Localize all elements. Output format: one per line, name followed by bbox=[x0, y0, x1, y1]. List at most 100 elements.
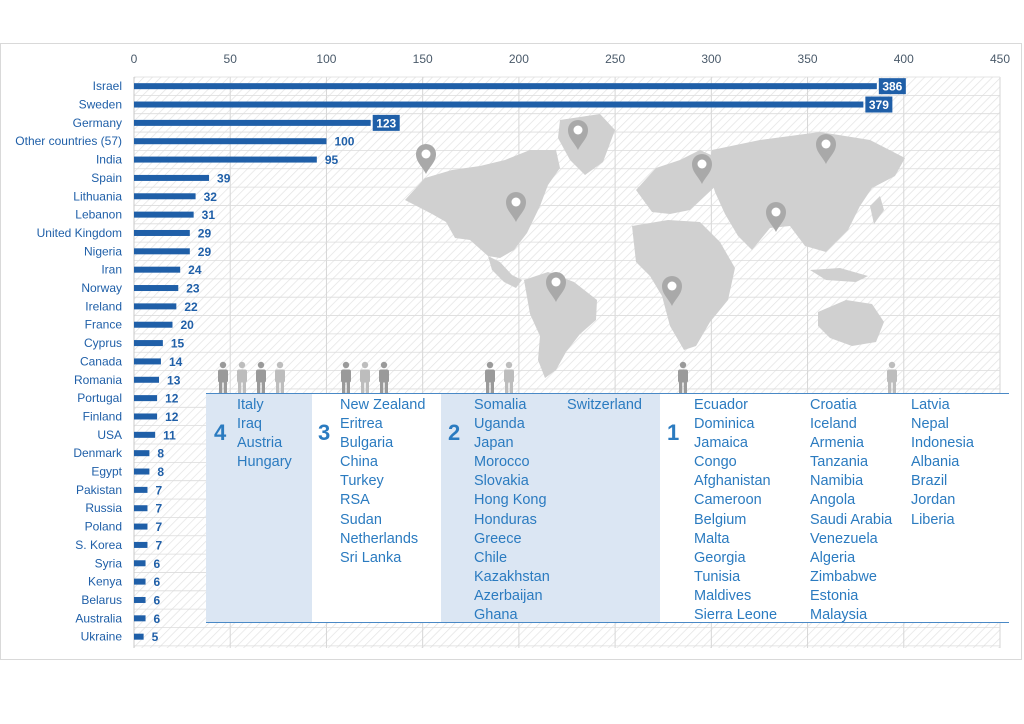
group-band-2 bbox=[441, 394, 660, 622]
location-pin-icon bbox=[568, 120, 588, 150]
country-name: Estonia bbox=[810, 587, 859, 604]
bar bbox=[134, 486, 148, 493]
country-name: Malta bbox=[694, 530, 730, 547]
value-label: 13 bbox=[167, 373, 181, 387]
value-label: 6 bbox=[154, 575, 161, 589]
country-name: New Zealand bbox=[340, 397, 426, 413]
person-icon bbox=[256, 361, 266, 393]
category-label: Canada bbox=[80, 354, 122, 368]
bars bbox=[134, 83, 877, 640]
country-name: Croatia bbox=[810, 397, 857, 413]
category-label: Iran bbox=[101, 263, 122, 277]
country-name: Netherlands bbox=[340, 530, 419, 547]
country-name: Kazakhstan bbox=[474, 568, 550, 585]
x-tick-label: 300 bbox=[701, 52, 721, 66]
location-pins bbox=[416, 120, 836, 306]
value-label: 7 bbox=[155, 483, 162, 497]
value-label: 6 bbox=[154, 557, 161, 571]
x-tick-label: 50 bbox=[224, 52, 238, 66]
person-icon bbox=[678, 361, 688, 393]
country-list: Ecuador Dominica Jamaica Congo Afghanistan Ca… bbox=[694, 396, 777, 625]
x-tick-label: 400 bbox=[894, 52, 914, 66]
value-label: 6 bbox=[154, 593, 161, 607]
value-label: 6 bbox=[154, 612, 161, 626]
groups-bottom-rule bbox=[206, 622, 1009, 623]
group-number: 3 bbox=[318, 420, 331, 445]
country-name: Zimbabwe bbox=[810, 568, 877, 585]
value-label: 14 bbox=[169, 355, 183, 369]
location-pin-icon bbox=[546, 272, 566, 302]
country-name: Turkey bbox=[340, 473, 384, 490]
country-name: Uganda bbox=[474, 416, 525, 433]
north-america-shape bbox=[405, 150, 560, 258]
location-pin-icon bbox=[816, 134, 836, 164]
category-label: Spain bbox=[91, 171, 122, 185]
person-icon bbox=[218, 361, 228, 393]
value-label: 29 bbox=[198, 245, 212, 259]
category-labels: Israel Sweden Germany Other countries (57) I… bbox=[15, 79, 123, 644]
category-label: Israel bbox=[93, 79, 122, 93]
value-label: 23 bbox=[186, 282, 200, 296]
value-label: 22 bbox=[184, 300, 198, 314]
category-label: Kenya bbox=[88, 575, 122, 589]
bar bbox=[134, 541, 148, 548]
country-name: Ghana bbox=[474, 607, 518, 624]
group-number: 2 bbox=[448, 420, 461, 445]
category-label: Ukraine bbox=[81, 630, 123, 644]
value-label: 5 bbox=[152, 630, 159, 644]
country-name: Bulgaria bbox=[340, 435, 394, 452]
group-band-1 bbox=[660, 394, 1014, 622]
chart-frame bbox=[0, 43, 1022, 660]
country-name: Tunisia bbox=[694, 568, 741, 585]
bar bbox=[134, 138, 327, 145]
bar bbox=[134, 340, 163, 347]
value-label-box bbox=[865, 96, 893, 113]
category-label: Syria bbox=[95, 556, 123, 570]
group-number: 4 bbox=[214, 420, 227, 445]
group-band-3 bbox=[312, 394, 441, 622]
x-tick-label: 100 bbox=[316, 52, 336, 66]
bar bbox=[134, 101, 864, 108]
country-name: Brazil bbox=[911, 473, 948, 490]
country-name: Switzerland bbox=[567, 397, 642, 413]
bar bbox=[134, 505, 148, 512]
country-name: Congo bbox=[694, 454, 737, 471]
category-label: Portugal bbox=[77, 391, 122, 405]
bar bbox=[134, 431, 156, 438]
category-label: Denmark bbox=[73, 446, 123, 460]
bar bbox=[134, 413, 158, 420]
category-label: Cyprus bbox=[84, 336, 122, 350]
country-name: RSA bbox=[340, 492, 370, 509]
country-name: Albania bbox=[911, 454, 960, 471]
australia-shape bbox=[818, 300, 884, 346]
country-name: Venezuela bbox=[810, 530, 878, 547]
world-map bbox=[405, 114, 905, 378]
category-label: S. Korea bbox=[75, 538, 122, 552]
category-label: Russia bbox=[85, 501, 122, 515]
value-label: 32 bbox=[204, 190, 218, 204]
value-label: 29 bbox=[198, 226, 212, 240]
country-list: Croatia Iceland Armenia Tanzania Namibia Ango… bbox=[810, 396, 892, 625]
bar bbox=[134, 229, 190, 236]
category-label: Germany bbox=[73, 116, 122, 130]
country-name: Iceland bbox=[810, 416, 857, 433]
bar bbox=[134, 83, 877, 90]
country-name: Indonesia bbox=[911, 435, 974, 452]
country-name: Namibia bbox=[810, 473, 864, 490]
central-america-shape bbox=[488, 256, 522, 288]
country-name: Chile bbox=[474, 549, 508, 566]
country-name: Georgia bbox=[694, 549, 746, 566]
bar bbox=[134, 303, 177, 310]
country-name: Italy bbox=[237, 397, 264, 413]
country-name: Sudan bbox=[340, 511, 382, 528]
country-name: Iraq bbox=[237, 416, 262, 433]
group-number: 1 bbox=[667, 420, 680, 445]
value-label: 123 bbox=[376, 116, 396, 130]
x-axis: 0 50 100 150 200 250 300 350 400 450 bbox=[131, 52, 1010, 648]
value-label: 39 bbox=[217, 171, 231, 185]
value-label: 31 bbox=[202, 208, 216, 222]
bar bbox=[134, 285, 179, 292]
value-label: 8 bbox=[157, 447, 164, 461]
country-name: Somalia bbox=[474, 397, 527, 413]
country-name: Algeria bbox=[810, 549, 856, 566]
